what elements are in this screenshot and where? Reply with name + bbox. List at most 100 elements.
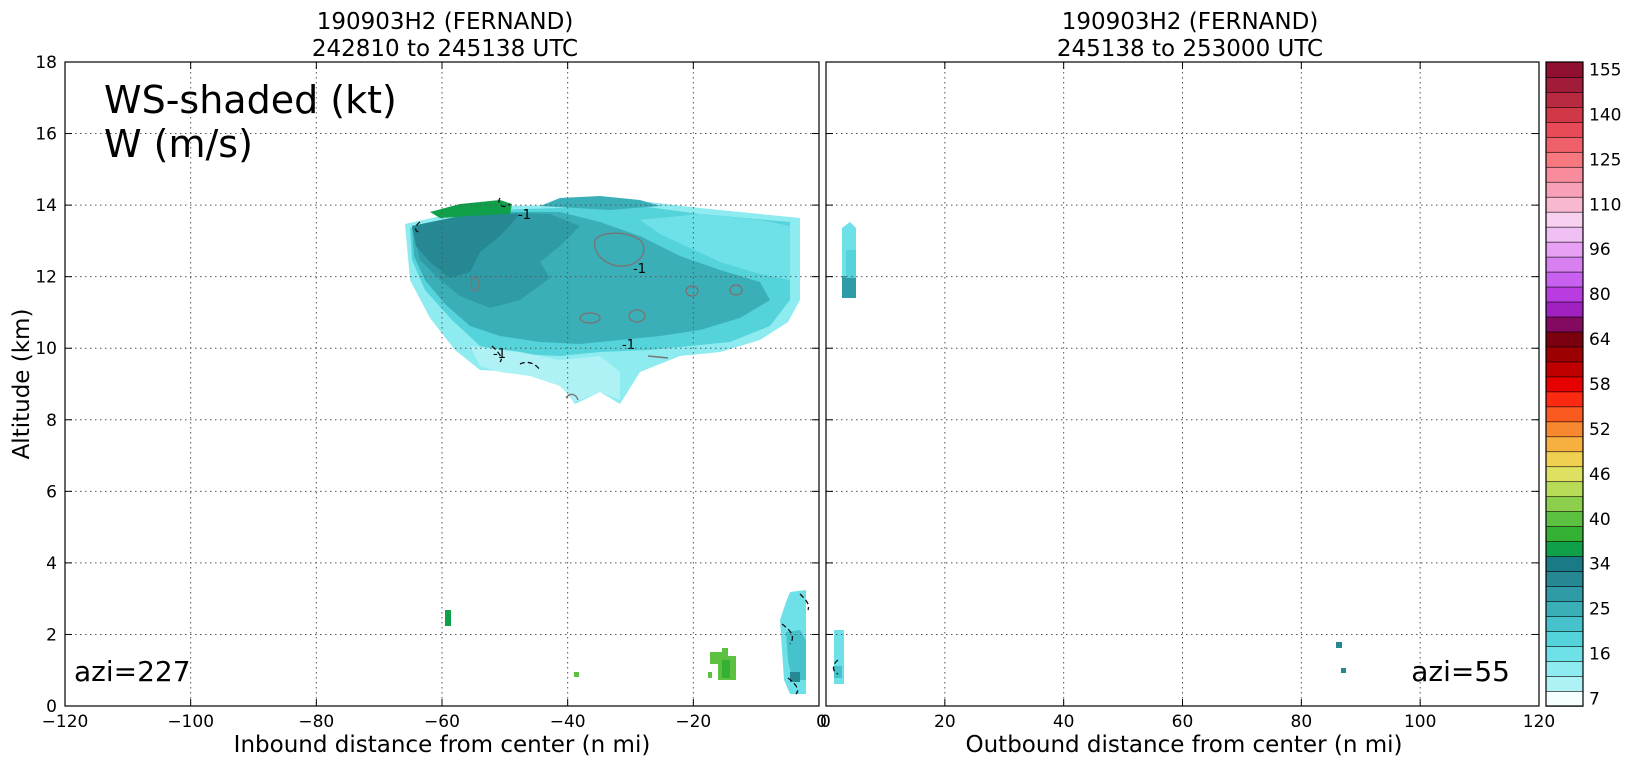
y-tick-label: 10: [35, 339, 57, 359]
right-azimuth-label: azi=55: [1411, 655, 1510, 688]
colorbar-tick-label: 58: [1589, 375, 1611, 395]
echo-upper-strip-core: [842, 276, 856, 298]
right-x-tick-label: 0: [820, 712, 831, 732]
left-x-tick-label: −40: [550, 712, 586, 732]
colorbar-tick-label: 40: [1589, 510, 1611, 530]
left-azimuth-label: azi=227: [74, 655, 191, 688]
y-tick-label: 8: [46, 411, 57, 431]
left-x-tick-label: −20: [675, 712, 711, 732]
right-gridlines: [826, 62, 1539, 706]
contour-label-3: -1: [622, 338, 635, 353]
colorbar-swatch: [1545, 675, 1584, 692]
shading-upper-green-cap: [430, 200, 512, 218]
colorbar-swatch: [1545, 91, 1584, 108]
left-low-level-echoes: [445, 590, 806, 694]
colorbar-swatch: [1545, 226, 1584, 243]
colorbar-swatch: [1545, 451, 1584, 468]
colorbar-swatch: [1545, 406, 1584, 423]
colorbar: [1545, 61, 1584, 707]
neg-contour-1: [414, 221, 421, 233]
colorbar-swatch: [1545, 256, 1584, 273]
contour-label-2: -1: [633, 262, 646, 277]
colorbar-swatch: [1545, 436, 1584, 453]
colorbar-swatch: [1545, 421, 1584, 438]
right-wind-speed-shading: [834, 222, 1346, 684]
echo-green-dot: [574, 672, 579, 677]
shading-upper-cyan-right: [640, 214, 790, 280]
colorbar-tick-labels: 7 16 25 34 40 46 52 58 64 80 96 110 125 140 155: [1589, 60, 1621, 709]
shading-upper-top-fringe: [540, 196, 660, 210]
left-x-tick-label: −100: [167, 712, 214, 732]
right-subtitle: 245138 to 253000 UTC: [1057, 36, 1323, 62]
right-x-tick-label: 120: [1523, 712, 1555, 732]
colorbar-tick-label: 110: [1589, 195, 1621, 215]
left-negative-w-contours: [414, 197, 810, 695]
y-tick-label: 4: [46, 554, 57, 574]
colorbar-tick-label: 7: [1589, 690, 1600, 710]
colorbar-tick-label: 16: [1589, 645, 1611, 665]
colorbar-swatch: [1545, 540, 1584, 557]
echo-dot-2: [1341, 668, 1346, 673]
colorbar-swatch: [1545, 241, 1584, 258]
colorbar-swatch: [1545, 555, 1584, 572]
colorbar-swatch: [1545, 211, 1584, 228]
colorbar-tick-label: 34: [1589, 555, 1611, 575]
contour-w-arc-1: [647, 355, 669, 359]
colorbar-tick-label: 125: [1589, 150, 1621, 170]
ws-shaded-label: WS-shaded (kt): [104, 78, 397, 122]
echo-green-column: [445, 610, 451, 626]
colorbar-swatch: [1545, 331, 1584, 348]
colorbar-swatch: [1545, 585, 1584, 602]
right-negative-w-contours: [832, 659, 839, 675]
right-plot-frame: [825, 61, 1540, 707]
colorbar-swatch: [1545, 166, 1584, 183]
left-x-tick-label: 0: [816, 712, 827, 732]
colorbar-swatch: [1545, 511, 1584, 527]
colorbar-tick-label: 140: [1589, 105, 1621, 125]
echo-upper-strip-mid: [846, 250, 856, 278]
y-tick-label: 14: [35, 196, 57, 216]
colorbar-tick-label: 46: [1589, 465, 1611, 485]
right-axis-ticks: 0 20 40 60 80 100 120: [820, 61, 1555, 732]
left-x-tick-label: −80: [298, 712, 334, 732]
colorbar-swatch: [1545, 645, 1584, 662]
w-label: W (m/s): [104, 122, 253, 166]
neg-contour-3: [491, 345, 502, 363]
colorbar-swatch: [1545, 600, 1584, 617]
y-tick-label: 12: [35, 268, 57, 288]
contour-w-arc-2: [565, 393, 579, 401]
colorbar-tick-label: 96: [1589, 240, 1611, 260]
shading-upper-light-left: [470, 346, 620, 402]
colorbar-swatch: [1545, 466, 1584, 483]
y-tick-label: 6: [46, 482, 57, 502]
colorbar-swatch: [1545, 301, 1584, 318]
y-tick-label: 18: [35, 53, 57, 73]
contour-w-loop-4: [628, 309, 646, 323]
right-x-axis-label: Outbound distance from center (n mi): [966, 732, 1403, 758]
right-title: 190903H2 (FERNAND): [1062, 9, 1319, 35]
colorbar-swatch: [1545, 271, 1584, 288]
right-plot-panel: 0 20 40 60 80 100 120 azi=55 Outbound distance…: [820, 61, 1555, 758]
colorbar-tick-label: 52: [1589, 420, 1611, 440]
colorbar-tick-label: 155: [1589, 60, 1621, 80]
colorbar-swatch: [1545, 690, 1584, 707]
echo-cyan-column-tip: [790, 672, 800, 682]
colorbar-swatch: [1545, 376, 1584, 393]
y-axis-label: Altitude (km): [9, 309, 35, 460]
colorbar-swatch: [1545, 196, 1584, 213]
right-x-tick-label: 100: [1404, 712, 1436, 732]
colorbar-swatch: [1545, 136, 1584, 153]
contour-label-4: -1: [493, 347, 506, 362]
colorbar-swatch: [1545, 391, 1584, 408]
colorbar-tick-label: 80: [1589, 285, 1611, 305]
colorbar-swatch: [1545, 76, 1584, 93]
colorbar-swatch: [1545, 151, 1584, 168]
echo-dot-1: [1336, 642, 1342, 648]
colorbar-swatch: [1545, 361, 1584, 378]
neg-contour-5: [781, 623, 794, 645]
y-tick-label: 2: [46, 625, 57, 645]
echo-low-strip: [834, 630, 844, 684]
colorbar-swatch: [1545, 106, 1584, 123]
colorbar-swatch: [1545, 316, 1584, 333]
